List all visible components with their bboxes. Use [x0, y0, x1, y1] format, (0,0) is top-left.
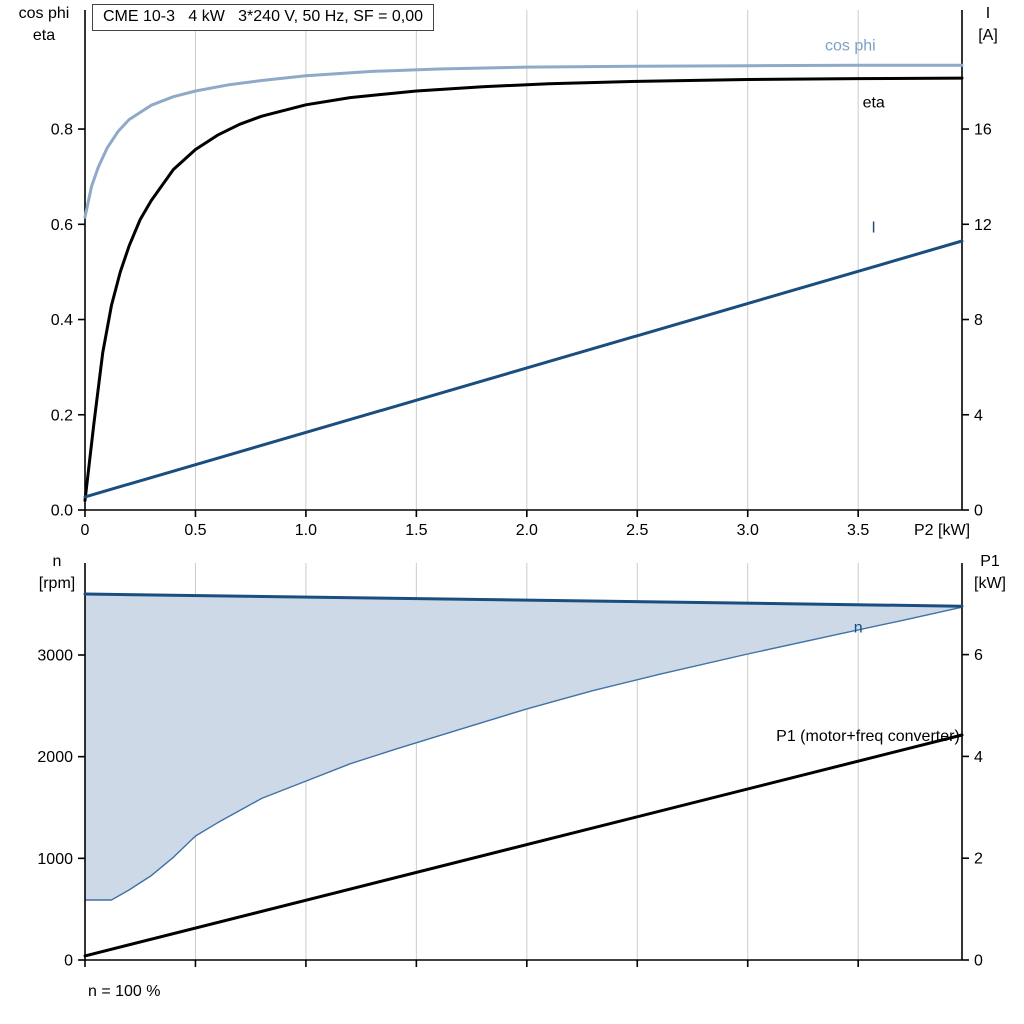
- left-tick-label: 2000: [37, 749, 73, 766]
- annotation-cos-phi: cos phi: [825, 37, 876, 54]
- right-tick-label: 12: [974, 217, 992, 234]
- right-tick-label: 2: [974, 851, 983, 868]
- x-tick-label: 1.5: [405, 522, 427, 539]
- annotation-n: n: [854, 620, 863, 637]
- right-tick-label: 0: [974, 953, 983, 970]
- x-tick-label: 2.5: [626, 522, 648, 539]
- right-axis-title: I: [986, 5, 990, 22]
- left-tick-label: 0.0: [51, 503, 73, 520]
- chart-title: CME 10-3 4 kW 3*240 V, 50 Hz, SF = 0,00: [92, 4, 435, 31]
- x-tick-label: 0.5: [184, 522, 206, 539]
- right-tick-label: 6: [974, 647, 983, 664]
- area-speed-control-range: [85, 594, 962, 900]
- right-axis-title: P1: [980, 553, 1000, 570]
- x-tick-label: 1.0: [295, 522, 317, 539]
- left-tick-label: 0: [64, 953, 73, 970]
- left-axis-title: eta: [33, 27, 55, 44]
- x-tick-label: 0: [81, 522, 90, 539]
- curve-eta: [83, 76, 964, 502]
- right-axis-title: [kW]: [974, 575, 1006, 592]
- annotation-eta: eta: [863, 95, 885, 112]
- left-tick-label: 0.8: [51, 122, 73, 139]
- left-tick-label: 0.6: [51, 217, 73, 234]
- annotation-i: I: [871, 220, 875, 237]
- curve-n: [83, 592, 964, 608]
- right-tick-label: 8: [974, 312, 983, 329]
- right-axis-title: [A]: [978, 27, 998, 44]
- bottom-chart-speed-power: 0 1000 2000 3000 0 2 4 6 n [rpm] P1 [kW] n P1 (motor+…: [37, 553, 1006, 1000]
- x-tick-label: 3.5: [847, 522, 869, 539]
- left-axis-title: [rpm]: [39, 575, 75, 592]
- right-tick-label: 16: [974, 122, 992, 139]
- curve-cos-phi: [83, 63, 964, 219]
- right-tick-label: 4: [974, 749, 983, 766]
- x-tick-label: 3.0: [737, 522, 759, 539]
- annotation-p1-motor-freq-converter: P1 (motor+freq converter): [776, 728, 960, 745]
- footnote-n-100-percent: n = 100 %: [88, 983, 161, 1000]
- left-tick-label: 0.4: [51, 312, 73, 329]
- curve-i: [83, 239, 964, 499]
- x-axis-label: P2 [kW]: [914, 522, 970, 539]
- right-tick-label: 4: [974, 407, 983, 424]
- left-axis-title: cos phi: [19, 5, 70, 22]
- top-chart-p2-curves: 0 0.5 1.0 1.5 2.0 2.5 3.0 3.5 P2 [kW] 0.0 0.2 0.4 0.…: [19, 5, 998, 539]
- left-tick-label: 3000: [37, 648, 73, 665]
- left-axis-title: n: [53, 553, 62, 570]
- left-tick-label: 0.2: [51, 407, 73, 424]
- area-edge-speed-control-range: [85, 606, 963, 901]
- left-tick-label: 1000: [37, 851, 73, 868]
- x-tick-label: 2.0: [516, 522, 538, 539]
- right-tick-label: 0: [974, 503, 983, 520]
- curve-p1-motor-freq-converter: [83, 733, 964, 958]
